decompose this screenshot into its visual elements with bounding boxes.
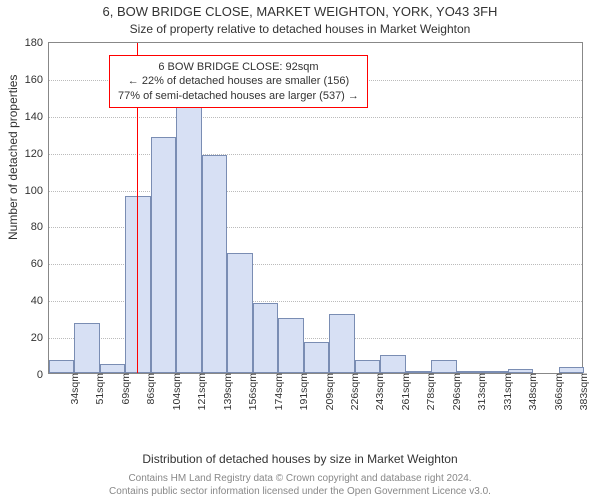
x-tick-label: 86sqm <box>141 373 157 405</box>
annotation-box: 6 BOW BRIDGE CLOSE: 92sqm← 22% of detach… <box>109 55 368 108</box>
histogram-bar <box>329 314 354 373</box>
x-tick-label: 34sqm <box>65 373 81 405</box>
histogram-bar <box>431 360 456 373</box>
y-tick-label: 120 <box>25 148 49 160</box>
x-tick-label: 261sqm <box>396 373 412 410</box>
histogram-bar <box>125 196 150 373</box>
histogram-bar <box>151 137 176 373</box>
y-tick-label: 40 <box>31 295 49 307</box>
y-tick-label: 20 <box>31 332 49 344</box>
y-axis-label: Number of detached properties <box>6 75 20 240</box>
license-text: Contains HM Land Registry data © Crown c… <box>0 473 600 498</box>
y-tick-label: 60 <box>31 258 49 270</box>
y-tick-label: 100 <box>25 185 49 197</box>
gridline-h <box>49 117 582 118</box>
x-tick-label: 348sqm <box>523 373 539 410</box>
x-tick-label: 174sqm <box>269 373 285 410</box>
plot-area: 02040608010012014016018034sqm51sqm69sqm8… <box>48 42 583 374</box>
x-axis-label: Distribution of detached houses by size … <box>0 452 600 466</box>
x-tick-label: 313sqm <box>472 373 488 410</box>
figure-root: { "title": "6, BOW BRIDGE CLOSE, MARKET … <box>0 0 600 500</box>
histogram-bar <box>380 355 405 373</box>
histogram-bar <box>49 360 74 373</box>
x-tick-label: 366sqm <box>549 373 565 410</box>
x-tick-label: 209sqm <box>320 373 336 410</box>
annotation-line: 6 BOW BRIDGE CLOSE: 92sqm <box>118 60 359 74</box>
histogram-bar <box>355 360 380 373</box>
histogram-bar <box>304 342 329 373</box>
x-tick-label: 191sqm <box>294 373 310 410</box>
y-tick-label: 0 <box>37 369 49 381</box>
x-tick-label: 121sqm <box>192 373 208 410</box>
license-line-2: Contains public sector information licen… <box>0 486 600 499</box>
histogram-bar <box>202 155 227 373</box>
chart-subtitle: Size of property relative to detached ho… <box>0 20 600 36</box>
chart-title: 6, BOW BRIDGE CLOSE, MARKET WEIGHTON, YO… <box>0 0 600 20</box>
x-tick-label: 383sqm <box>574 373 590 410</box>
y-tick-label: 140 <box>25 111 49 123</box>
x-tick-label: 51sqm <box>90 373 106 405</box>
y-tick-label: 180 <box>25 37 49 49</box>
histogram-bar <box>278 318 303 373</box>
histogram-bar <box>253 303 278 373</box>
x-tick-label: 226sqm <box>345 373 361 410</box>
x-tick-label: 278sqm <box>421 373 437 410</box>
gridline-h <box>49 191 582 192</box>
histogram-bar <box>74 323 99 373</box>
gridline-h <box>49 154 582 155</box>
x-tick-label: 104sqm <box>167 373 183 410</box>
x-tick-label: 156sqm <box>243 373 259 410</box>
annotation-line: ← 22% of detached houses are smaller (15… <box>118 74 359 88</box>
annotation-line: 77% of semi-detached houses are larger (… <box>118 89 359 103</box>
license-line-1: Contains HM Land Registry data © Crown c… <box>0 473 600 486</box>
y-tick-label: 80 <box>31 221 49 233</box>
x-tick-label: 296sqm <box>447 373 463 410</box>
x-tick-label: 139sqm <box>218 373 234 410</box>
x-tick-label: 243sqm <box>370 373 386 410</box>
x-tick-label: 331sqm <box>498 373 514 410</box>
histogram-bar <box>227 253 252 373</box>
histogram-bar <box>176 91 201 373</box>
y-tick-label: 160 <box>25 74 49 86</box>
x-tick-label: 69sqm <box>116 373 132 405</box>
